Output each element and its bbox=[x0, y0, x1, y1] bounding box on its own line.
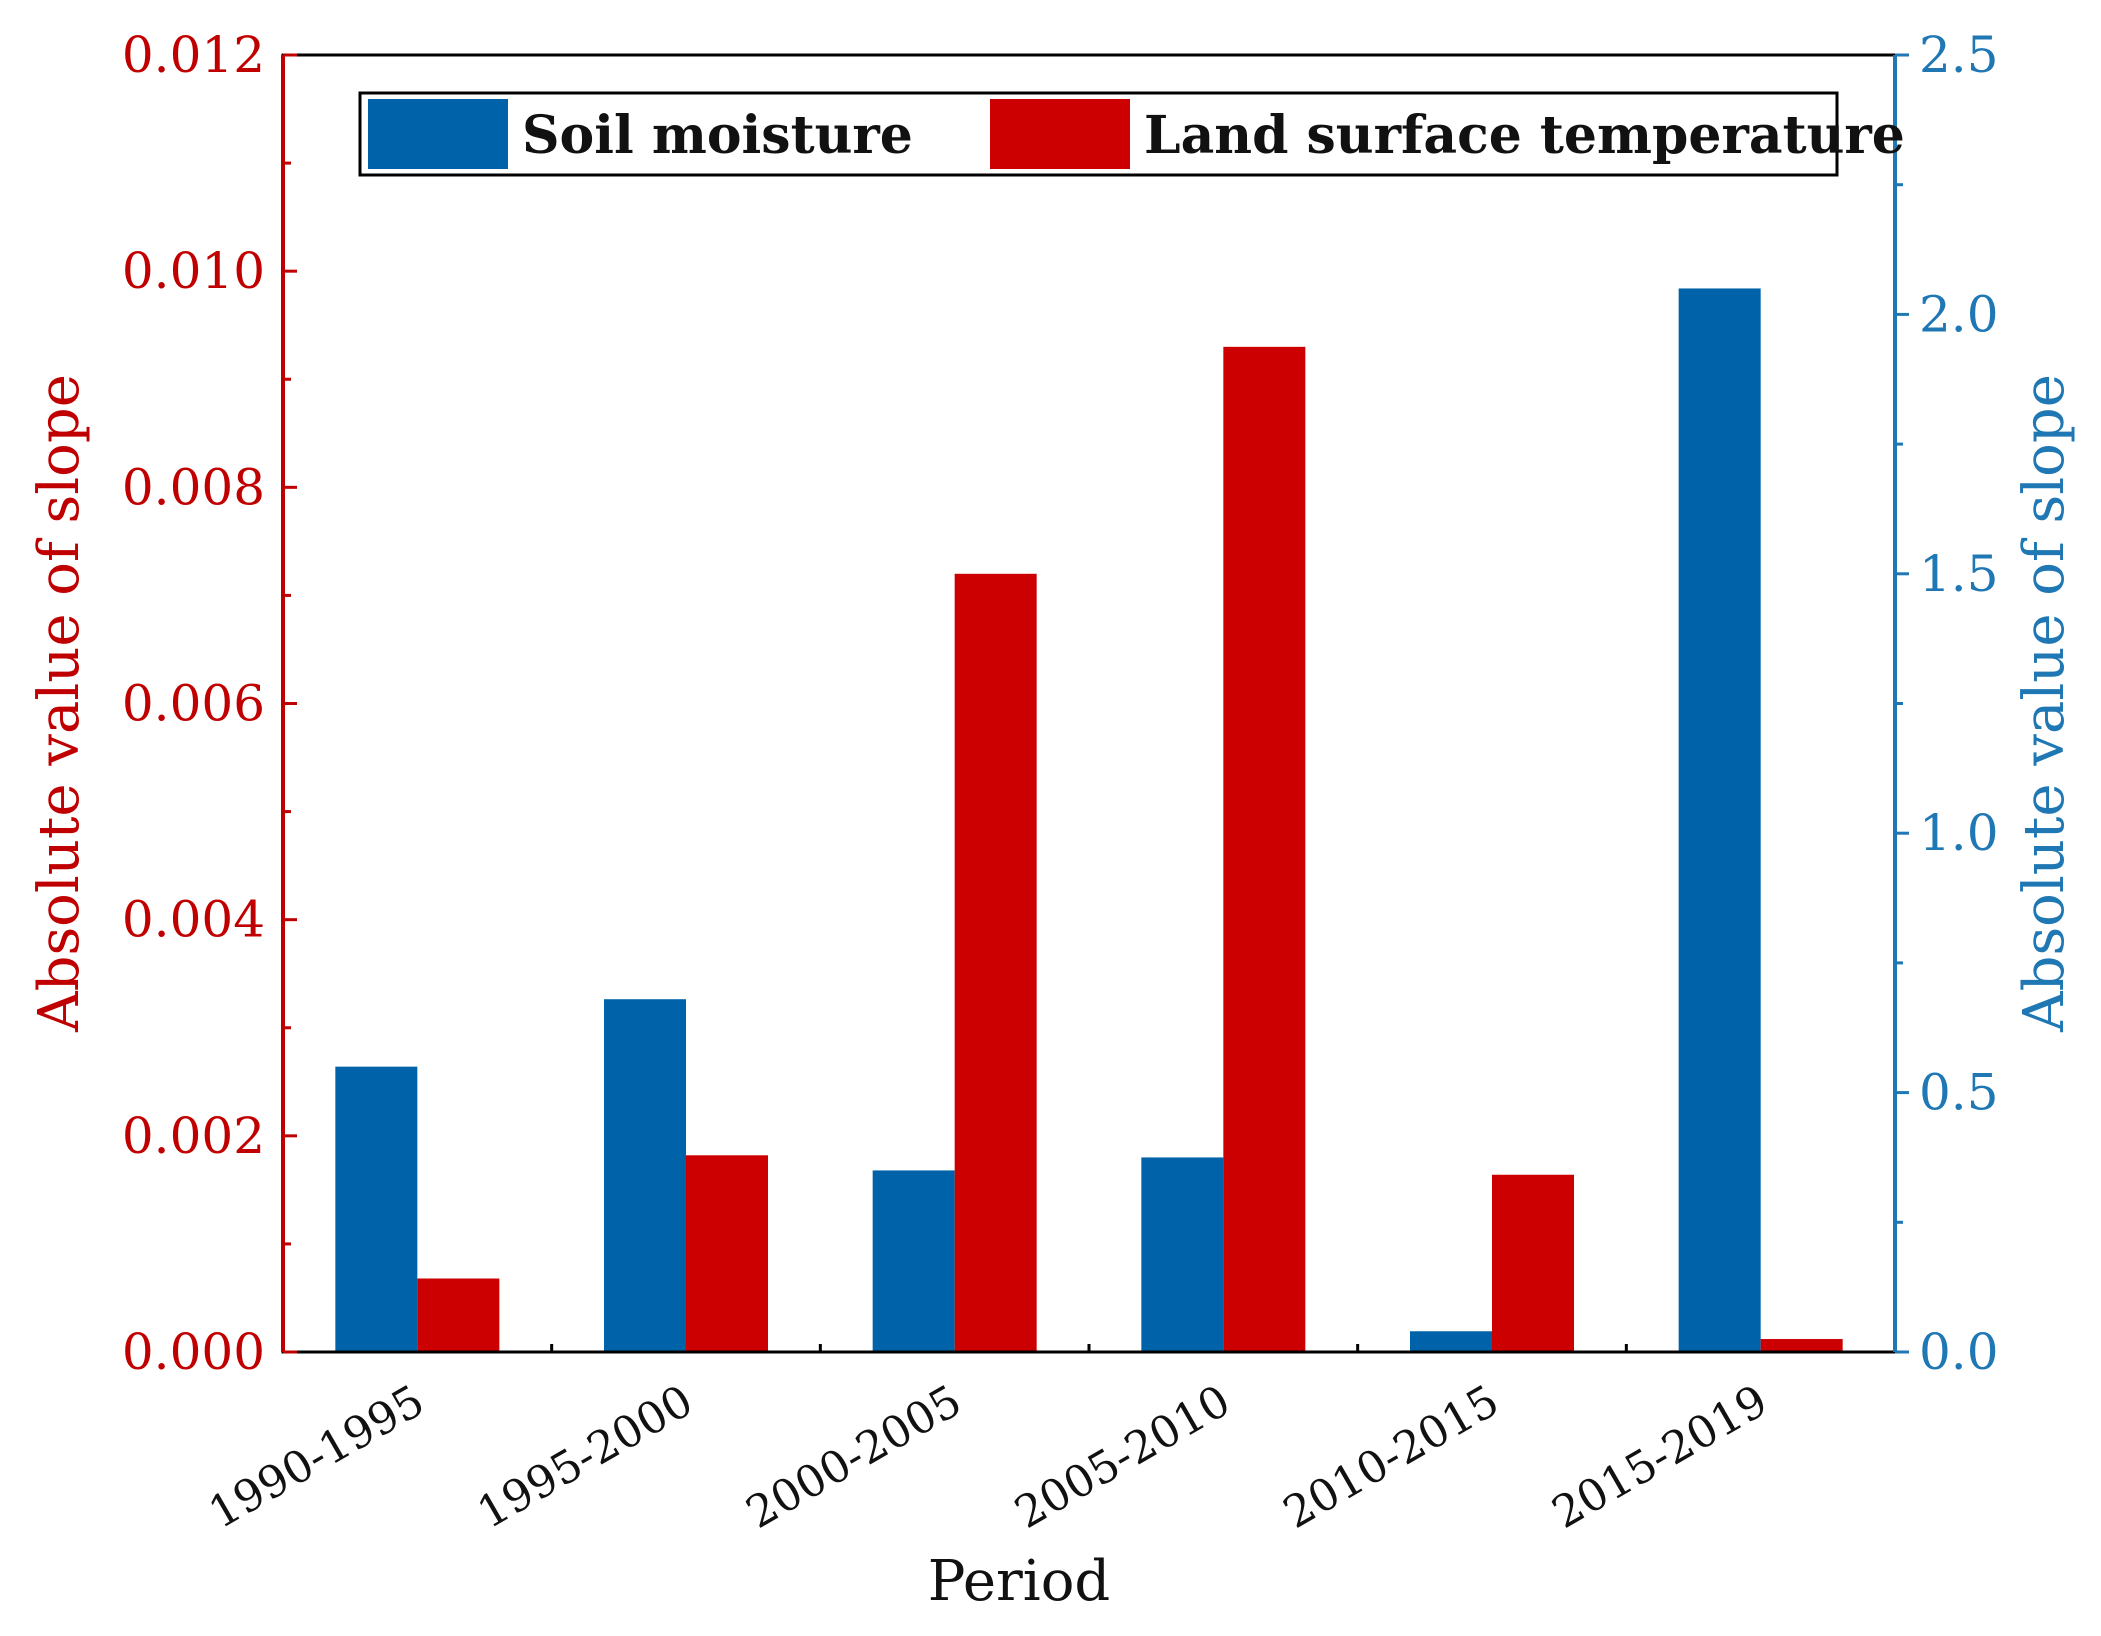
right-tick-label: 1.0 bbox=[1919, 804, 1999, 862]
legend-label-land-surface-temperature: Land surface temperature bbox=[1144, 105, 1905, 166]
left-tick-label: 0.002 bbox=[122, 1107, 265, 1165]
bar-soil-moisture-2010-2015 bbox=[1410, 1331, 1492, 1352]
bars-layer bbox=[335, 288, 1843, 1353]
bar-land-surface-temperature-1990-1995 bbox=[417, 1278, 500, 1352]
bar-soil-moisture-2005-2010 bbox=[1141, 1157, 1224, 1352]
legend-swatch-soil-moisture bbox=[368, 99, 508, 169]
right-tick-label: 0.5 bbox=[1919, 1064, 1999, 1122]
left-tick-label: 0.012 bbox=[122, 26, 265, 84]
legend-swatch-land-surface-temperature bbox=[990, 99, 1130, 169]
left-y-axis-title: Absolute value of slope bbox=[27, 374, 92, 1033]
right-tick-label: 0.0 bbox=[1919, 1323, 1999, 1381]
bar-land-surface-temperature-2010-2015 bbox=[1492, 1174, 1574, 1352]
plot-frame bbox=[281, 53, 1897, 1354]
x-axis-title: Period bbox=[928, 1549, 1111, 1614]
bar-land-surface-temperature-1995-2000 bbox=[686, 1155, 768, 1352]
left-tick-label: 0.004 bbox=[122, 891, 265, 949]
x-tick-label: 2015-2019 bbox=[1544, 1375, 1776, 1539]
right-y-axis-title: Absolute value of slope bbox=[2012, 374, 2077, 1033]
left-tick-label: 0.010 bbox=[122, 242, 265, 300]
bar-land-surface-temperature-2015-2019 bbox=[1760, 1339, 1843, 1352]
x-tick-label: 2005-2010 bbox=[1007, 1375, 1239, 1539]
bar-land-surface-temperature-2000-2005 bbox=[954, 573, 1037, 1352]
legend: Soil moisture Land surface temperature bbox=[358, 91, 1905, 177]
bar-soil-moisture-2015-2019 bbox=[1678, 288, 1761, 1353]
bar-soil-moisture-1995-2000 bbox=[604, 999, 686, 1352]
right-tick-label: 1.5 bbox=[1919, 545, 1999, 603]
x-axis: 1990-1995 1995-2000 2000-2005 2005-2010 2010… bbox=[201, 1344, 1776, 1539]
left-tick-label: 0.006 bbox=[122, 675, 265, 733]
left-tick-label: 0.000 bbox=[122, 1323, 265, 1381]
right-tick-label: 2.5 bbox=[1919, 26, 1999, 84]
bar-land-surface-temperature-2005-2010 bbox=[1223, 346, 1306, 1352]
bar-soil-moisture-2000-2005 bbox=[872, 1170, 955, 1352]
x-tick-label: 2010-2015 bbox=[1275, 1375, 1507, 1539]
x-tick-label: 1995-2000 bbox=[469, 1375, 701, 1539]
legend-label-soil-moisture: Soil moisture bbox=[522, 105, 913, 166]
bar-soil-moisture-1990-1995 bbox=[335, 1066, 418, 1352]
right-y-axis: 0.0 0.5 1.0 1.5 2.0 2.5 bbox=[1893, 26, 1999, 1381]
x-tick-label: 2000-2005 bbox=[738, 1375, 970, 1539]
left-y-axis: 0.000 0.002 0.004 0.006 0.008 0.010 0.012 bbox=[122, 26, 297, 1381]
left-tick-label: 0.008 bbox=[122, 458, 265, 516]
x-tick-label: 1990-1995 bbox=[201, 1375, 433, 1539]
right-tick-label: 2.0 bbox=[1919, 285, 1999, 343]
